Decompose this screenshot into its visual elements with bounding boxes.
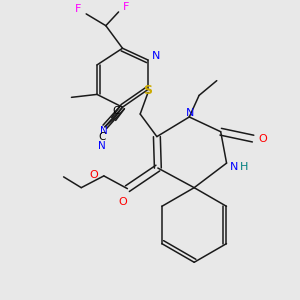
Text: O: O bbox=[259, 134, 267, 144]
Text: S: S bbox=[143, 84, 152, 97]
Text: N: N bbox=[230, 162, 238, 172]
Text: F: F bbox=[75, 4, 82, 14]
Text: C: C bbox=[98, 132, 106, 142]
Text: N: N bbox=[100, 126, 108, 136]
Text: C: C bbox=[112, 106, 119, 116]
Text: O: O bbox=[118, 197, 127, 207]
Text: F: F bbox=[123, 2, 130, 12]
Text: N: N bbox=[186, 108, 194, 118]
Text: N: N bbox=[152, 51, 160, 61]
Text: O: O bbox=[90, 170, 98, 180]
Text: N: N bbox=[98, 141, 106, 152]
Text: H: H bbox=[240, 162, 248, 172]
